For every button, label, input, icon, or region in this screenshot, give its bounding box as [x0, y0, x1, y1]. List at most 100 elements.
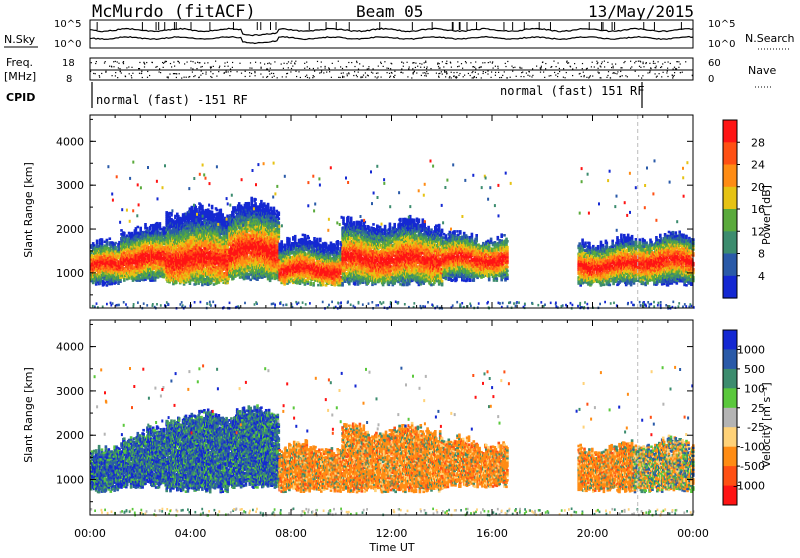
nsky-tick-bottom: 10^0 — [54, 39, 81, 50]
freq-nave-dot — [451, 67, 452, 68]
freq-nave-dot — [521, 68, 522, 69]
freq-nave-dot — [291, 61, 292, 62]
freq-nave-dot — [118, 67, 119, 68]
freq-nave-dot — [413, 72, 414, 73]
freq-nave-dot — [449, 77, 450, 78]
freq-nave-dot — [678, 61, 679, 62]
freq-nave-dot — [146, 62, 147, 63]
freq-nave-dot — [449, 76, 450, 77]
freq-nave-dot — [470, 62, 471, 63]
freq-nave-dot — [470, 75, 471, 76]
freq-nave-dot — [230, 71, 231, 72]
freq-nave-dot — [179, 62, 180, 63]
freq-nave-dot — [274, 76, 275, 77]
freq-nave-dot — [473, 77, 474, 78]
freq-nave-dot — [184, 77, 185, 78]
freq-nave-dot — [661, 66, 662, 67]
freq-nave-dot — [417, 66, 418, 67]
freq-nave-dot — [540, 72, 541, 73]
freq-nave-dot — [584, 75, 585, 76]
rti-figure: McMurdo (fitACF) Beam 05 13/May/2015 N.S… — [0, 0, 800, 554]
freq-nave-dot — [485, 72, 486, 73]
freq-nave-dot — [216, 76, 217, 77]
cpid-mode-2: normal (fast) 151 RF — [500, 84, 645, 98]
freq-nave-dot — [677, 61, 678, 62]
freq-nave-dot — [612, 73, 613, 74]
freq-nave-dot — [371, 72, 372, 73]
freq-nave-dot — [230, 68, 231, 69]
freq-nave-dot — [192, 61, 193, 62]
freq-nave-dot — [383, 66, 384, 67]
freq-nave-dot — [125, 76, 126, 77]
freq-nave-dot — [541, 67, 542, 68]
freq-nave-dot — [272, 77, 273, 78]
nsky-tick-top: 10^5 — [54, 19, 81, 30]
freq-nave-dot — [638, 61, 639, 62]
freq-nave-dot — [507, 77, 508, 78]
scatter-cell — [101, 238, 104, 241]
freq-nave-dot — [346, 66, 347, 67]
freq-nave-dot — [260, 73, 261, 74]
freq-nave-dot — [617, 71, 618, 72]
freq-nave-dot — [416, 72, 417, 73]
freq-nave-dot — [111, 66, 112, 67]
freq-nave-dot — [445, 76, 446, 77]
freq-nave-dot — [105, 72, 106, 73]
freq-nave-dot — [342, 76, 343, 77]
freq-nave-dot — [365, 77, 366, 78]
freq-nave-dot — [464, 75, 465, 76]
freq-nave-dot — [635, 61, 636, 62]
freq-nave-dot — [586, 77, 587, 78]
noise-search-line — [90, 37, 693, 44]
freq-nave-dot — [348, 72, 349, 73]
freq-nave-dot — [359, 63, 360, 64]
freq-nave-dot — [672, 75, 673, 76]
freq-nave-dot — [639, 61, 640, 62]
freq-nave-dot — [592, 62, 593, 63]
freq-nave-dot — [541, 66, 542, 67]
freq-nave-dot — [260, 62, 261, 63]
freq-nave-dot — [357, 76, 358, 77]
freq-nave-dot — [574, 63, 575, 64]
freq-nave-dot — [606, 77, 607, 78]
freq-nave-dot — [457, 61, 458, 62]
freq-nave-dot — [473, 66, 474, 67]
freq-nave-dot — [226, 72, 227, 73]
freq-nave-dot — [529, 75, 530, 76]
freq-nave-dot — [444, 71, 445, 72]
freq-nave-dot — [462, 68, 463, 69]
freq-nave-dot — [232, 67, 233, 68]
freq-nave-dot — [454, 75, 455, 76]
freq-nave-dot — [570, 66, 571, 67]
freq-nave-dot — [423, 72, 424, 73]
freq-nave-dot — [655, 67, 656, 68]
freq-nave-dot — [442, 73, 443, 74]
freq-tick-top: 18 — [62, 58, 75, 69]
freq-nave-dot — [622, 75, 623, 76]
freq-nave-dot — [476, 77, 477, 78]
freq-nave-dot — [96, 61, 97, 62]
freq-nave-dot — [545, 63, 546, 64]
freq-nave-dot — [186, 77, 187, 78]
freq-nave-dot — [501, 77, 502, 78]
freq-nave-dot — [674, 67, 675, 68]
nave-tick-top: 60 — [708, 58, 721, 69]
freq-nave-dot — [413, 62, 414, 63]
freq-nave-dot — [283, 68, 284, 69]
freq-nave-dot — [190, 61, 191, 62]
freq-nave-dot — [206, 72, 207, 73]
freq-nave-dot — [443, 66, 444, 67]
freq-nave-dot — [317, 68, 318, 69]
freq-nave-dot — [342, 77, 343, 78]
freq-nave-dot — [117, 61, 118, 62]
freq-nave-dot — [358, 68, 359, 69]
freq-nave-dot — [141, 71, 142, 72]
freq-nave-dot — [306, 62, 307, 63]
freq-nave-dot — [321, 61, 322, 62]
freq-nave-dot — [446, 73, 447, 74]
freq-nave-dot — [181, 77, 182, 78]
freq-nave-dot — [331, 77, 332, 78]
freq-nave-dot — [368, 66, 369, 67]
freq-nave-dot — [667, 68, 668, 69]
freq-nave-dot — [205, 73, 206, 74]
